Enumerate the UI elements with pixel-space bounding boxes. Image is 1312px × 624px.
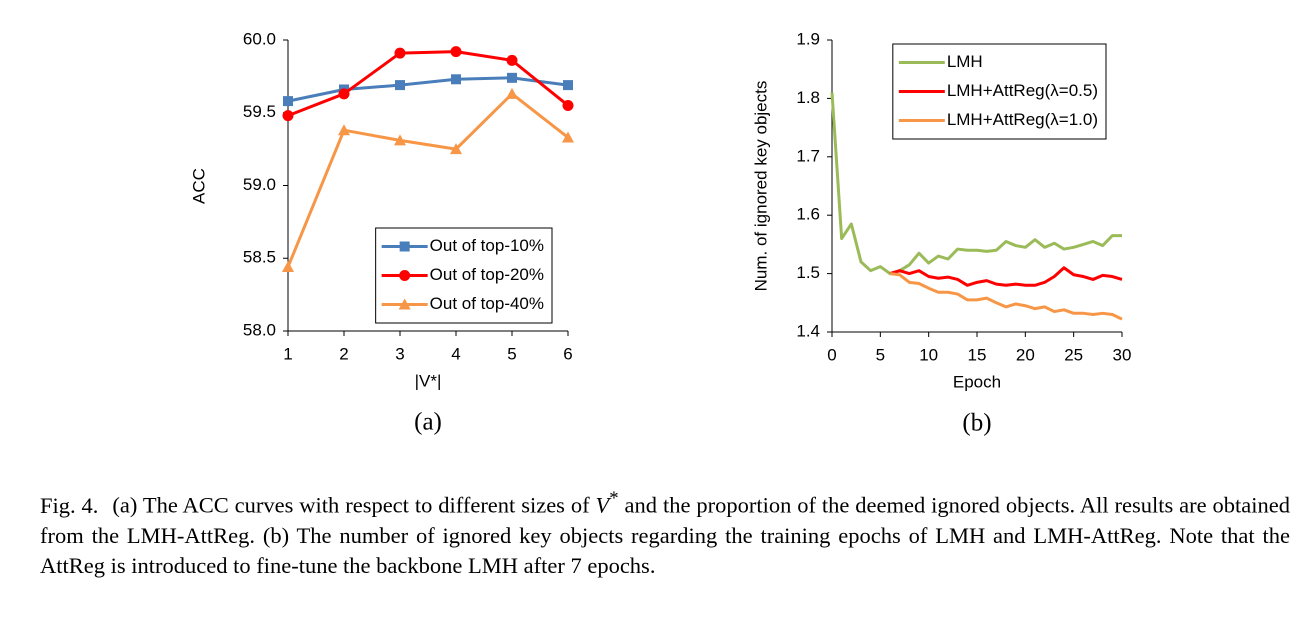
y-tick-label: 1.7	[796, 146, 820, 165]
y-tick-label: 1.9	[796, 29, 820, 48]
marker	[562, 99, 574, 111]
legend-box	[892, 43, 1107, 140]
series-line	[889, 266, 1123, 287]
x-tick-label: 20	[1016, 345, 1035, 364]
marker	[399, 241, 410, 252]
legend-label: Out of top-40%	[430, 294, 544, 313]
sublabel: (b)	[962, 410, 991, 437]
legend-label: LMH+AttReg(λ=0.5)	[947, 81, 1098, 100]
x-tick-label: 5	[876, 345, 885, 364]
y-axis-label: ACC	[189, 168, 208, 204]
marker	[395, 80, 405, 91]
caption-math: V	[595, 492, 610, 518]
caption-label: Fig. 4.	[40, 492, 99, 518]
figure: 58.0 58.5 59.0 59.5 60.0 1 2 3 4 5 6 |V*| ACC (a) Out …	[189, 29, 1132, 437]
marker	[394, 47, 406, 59]
x-tick-label: 4	[451, 344, 460, 363]
legend: LMH LMH+AttReg(λ=0.5) LMH+AttReg(λ=1.0)	[892, 43, 1107, 140]
marker	[282, 110, 294, 122]
series-line	[287, 50, 569, 118]
marker	[283, 96, 293, 107]
marker	[399, 270, 411, 281]
x-tick-label: 25	[1064, 345, 1083, 364]
y-tick-label: 60.0	[243, 29, 276, 48]
series-line	[287, 76, 569, 103]
marker	[338, 124, 350, 136]
series-line	[830, 92, 1122, 276]
y-tick-label: 58.0	[243, 320, 276, 339]
legend-label: Out of top-10%	[430, 236, 544, 255]
marker	[451, 74, 461, 85]
caption-text: (a) The ACC curves with respect to diffe…	[112, 492, 596, 518]
caption-text: and the proportion of the deemed ignored…	[40, 492, 1291, 578]
marker	[506, 54, 518, 66]
legend: Out of top-10% Out of top-20% Out of top-4…	[375, 227, 553, 324]
sublabel: (a)	[414, 409, 442, 436]
marker	[398, 298, 411, 310]
x-tick-label: 0	[827, 345, 836, 364]
y-tick-label: 1.5	[796, 263, 820, 282]
caption-math: *	[609, 488, 619, 509]
y-tick-label: 58.5	[243, 248, 276, 267]
marker	[450, 46, 462, 58]
x-axis-label: |V*|	[415, 371, 442, 390]
x-tick-label: 1	[283, 344, 292, 363]
y-tick-label: 59.5	[243, 102, 276, 121]
marker	[507, 72, 517, 83]
series-line	[889, 272, 1123, 321]
x-tick-label: 3	[395, 344, 404, 363]
y-tick-label: 1.6	[796, 205, 820, 224]
marker	[338, 88, 350, 100]
y-axis-label: Num. of ignored key objects	[751, 81, 770, 292]
x-tick-label: 6	[563, 344, 572, 363]
legend-label: LMH+AttReg(λ=1.0)	[947, 110, 1098, 129]
legend-label: LMH	[947, 52, 983, 71]
x-tick-label: 5	[507, 344, 516, 363]
x-tick-label: 2	[339, 344, 348, 363]
x-tick-label: 10	[919, 345, 938, 364]
x-axis-label: Epoch	[953, 372, 1001, 391]
y-tick-label: 59.0	[243, 175, 276, 194]
marker	[563, 80, 573, 91]
caption: Fig. 4. (a) The ACC curves with respect …	[40, 484, 1290, 581]
y-tick-label: 1.8	[796, 88, 820, 107]
marker	[506, 87, 518, 99]
x-tick-label: 30	[1113, 345, 1132, 364]
marker	[394, 134, 406, 146]
marker	[450, 143, 462, 155]
legend-label: Out of top-20%	[430, 265, 544, 284]
y-tick-label: 1.4	[796, 321, 820, 340]
series-line	[286, 92, 569, 268]
x-tick-label: 15	[968, 345, 987, 364]
marker	[562, 131, 574, 143]
marker	[282, 260, 294, 272]
